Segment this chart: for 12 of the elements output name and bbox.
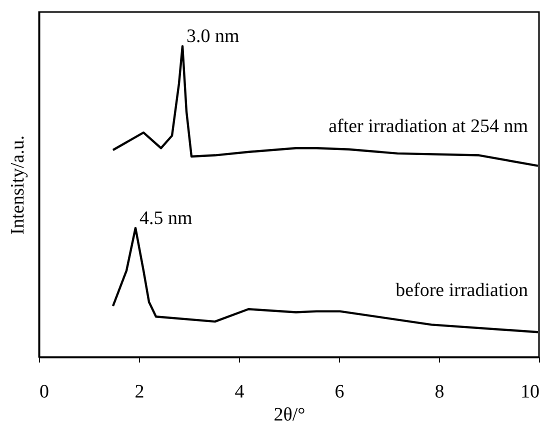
annotation: 4.5 nm <box>140 208 192 230</box>
x-axis-title: 2θ/° <box>274 404 306 426</box>
x-tick-label: 0 <box>40 382 49 402</box>
x-tick-label: 8 <box>434 382 444 402</box>
series-label: after irradiation at 254 nm <box>328 116 528 137</box>
series-label: before irradiation <box>396 280 528 302</box>
x-tick-label: 4 <box>234 382 245 402</box>
annotation: 3.0 nm <box>186 26 240 48</box>
x-tick-label: 10 <box>520 382 540 402</box>
y-axis-title: Intensity/a.u. <box>8 135 28 235</box>
x-tick-label: 2 <box>134 382 144 402</box>
x-tick-label: 6 <box>334 382 344 402</box>
